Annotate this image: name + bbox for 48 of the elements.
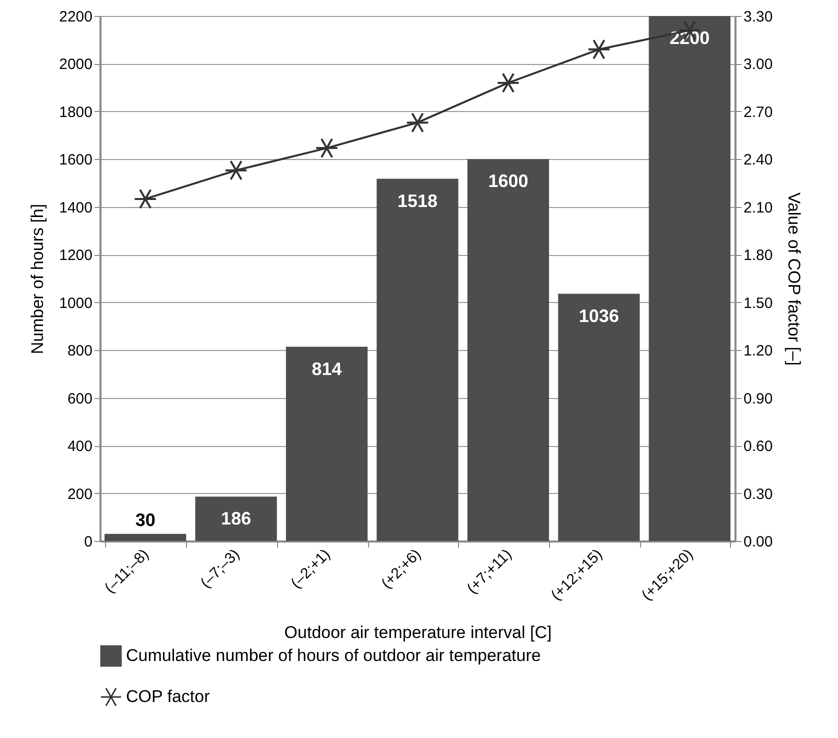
- y2-tick-label: 0.90: [744, 390, 773, 408]
- y2-tick-label: 0.00: [744, 534, 773, 550]
- data-label: 186: [221, 508, 252, 529]
- y2-tick-label: 0.30: [744, 486, 773, 503]
- y-tick-label: 0: [84, 534, 92, 550]
- y2-tick-label: 2.40: [744, 152, 773, 169]
- y2-tick-label: 1.50: [744, 294, 773, 312]
- bar: [376, 178, 458, 541]
- y2-tick-label: 3.00: [744, 56, 773, 74]
- y-tick-label: 400: [67, 438, 92, 456]
- y2-tick-label: 2.70: [744, 104, 773, 121]
- bar: [648, 16, 730, 541]
- bar: [195, 496, 277, 541]
- point: [406, 112, 430, 133]
- x-axis-title: Outdoor air temperature interval [C]: [284, 623, 552, 642]
- y-tick-label: 600: [67, 390, 92, 408]
- y-tick-label: 200: [67, 486, 92, 503]
- y2-axis-title: Value of COP factor [–]: [784, 192, 804, 366]
- bar: [467, 159, 550, 541]
- point: [315, 138, 338, 158]
- y2-tick-label: 3.30: [744, 8, 773, 26]
- data-label: 1518: [397, 190, 438, 211]
- point: [587, 39, 611, 60]
- y-tick-label: 1000: [59, 294, 92, 312]
- legend-label: COP factor: [126, 687, 210, 706]
- data-label: 1036: [578, 306, 619, 326]
- data-label: 30: [135, 510, 156, 530]
- y2-tick-label: 2.10: [744, 199, 773, 216]
- bar: [104, 534, 186, 541]
- point: [496, 72, 520, 94]
- data-label: 1600: [488, 171, 528, 192]
- y-tick-label: 2000: [59, 56, 92, 74]
- point: [224, 160, 248, 181]
- bar: [558, 294, 640, 541]
- y2-tick-label: 0.60: [744, 438, 773, 456]
- y-tick-label: 2200: [59, 8, 92, 26]
- y-tick-label: 1800: [59, 104, 92, 121]
- data-label: 814: [312, 358, 342, 379]
- bar: [286, 346, 368, 541]
- y-axis-title: Number of hours [h]: [28, 204, 48, 354]
- y-tick-label: 1200: [59, 247, 92, 264]
- y2-tick-label: 1.20: [744, 342, 773, 360]
- y2-tick-label: 1.80: [744, 247, 773, 264]
- point: [134, 188, 157, 210]
- y-tick-label: 1600: [59, 152, 92, 169]
- y-tick-label: 800: [67, 342, 92, 360]
- y-tick-label: 1400: [59, 199, 92, 216]
- legend-label: Cumulative number of hours of outdoor air temperature: [126, 646, 541, 665]
